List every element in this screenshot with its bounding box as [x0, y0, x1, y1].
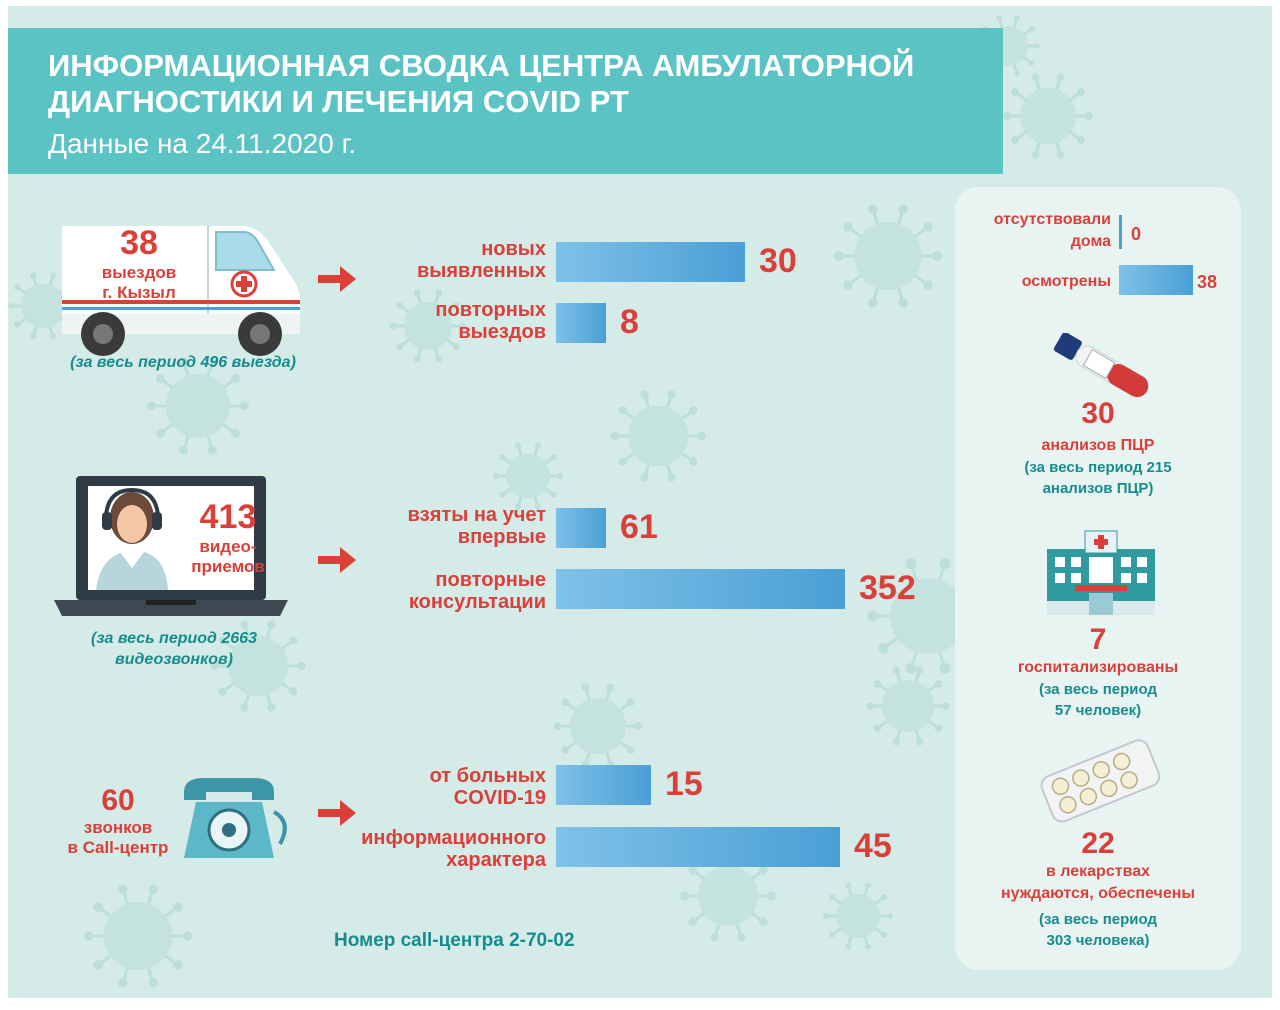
medicine-note-2: 303 человека)	[1046, 932, 1150, 949]
hospital-icon	[1047, 530, 1155, 615]
page-subtitle: Данные на 24.11.2020 г.	[48, 128, 357, 159]
label-line-1: от больных	[429, 765, 546, 787]
bar-value-registered-first: 61	[620, 508, 658, 546]
bar-informational	[556, 827, 840, 867]
call-bar-label-info: информационного характера	[338, 827, 546, 871]
virus-icon	[553, 683, 643, 769]
title-line-1: ИНФОРМАЦИОННАЯ СВОДКА ЦЕНТРА АМБУЛАТОРНО…	[48, 48, 915, 83]
virus-icon	[610, 390, 706, 482]
bar-repeat-visits	[556, 303, 606, 343]
hospitalized-note-2: 57 человек)	[1054, 702, 1142, 719]
ambulance-label-2: г. Кызыл	[102, 283, 176, 302]
ambulance-label-1: выездов	[101, 263, 177, 282]
label-line-1: информационного	[361, 827, 546, 849]
bar-absent	[1119, 215, 1122, 249]
ambulance-icon	[62, 226, 300, 356]
video-count: 413	[199, 498, 257, 536]
label-line-1: отсутствовали	[993, 211, 1111, 228]
hospital-block: 7 госпитализированы (за весь период 57 ч…	[955, 623, 1241, 721]
label-line-2: выездов	[458, 321, 546, 343]
bar-new-detected	[556, 242, 745, 282]
call-bar-label-covid: от больных COVID-19	[338, 765, 546, 809]
bar-value-repeat-consultations: 352	[859, 569, 916, 607]
call-summary: 60 звонков в Call-центр	[48, 784, 188, 858]
virus-icon	[833, 204, 943, 308]
hospitalized-label: госпитализированы	[1017, 659, 1179, 676]
pcr-note-1: (за весь период 215	[1024, 459, 1172, 476]
call-center-number: Номер call-центра 2-70-02	[334, 930, 575, 951]
bar-value-new-detected: 30	[759, 242, 797, 280]
video-bar-label-first: взяты на учет впервые	[338, 504, 547, 548]
label-line-2: впервые	[457, 526, 546, 548]
video-bar-label-repeat: повторные консультации	[338, 569, 546, 613]
medicine-count: 22	[1081, 827, 1115, 860]
ambulance-note: (за весь период 496 выезда)	[70, 354, 296, 371]
note-line-2: видеозвонков)	[115, 651, 233, 668]
call-label-2: в Call-центр	[67, 838, 169, 857]
label-line-1: повторные	[435, 569, 546, 591]
ambulance-bar-label-new: новых выявленных	[338, 238, 546, 282]
bar-value-from-covid-patients: 15	[665, 765, 703, 803]
ambulance-count: 38	[120, 224, 158, 262]
ambulance-summary: 38 выездов г. Кызыл	[64, 224, 214, 303]
page-title: ИНФОРМАЦИОННАЯ СВОДКА ЦЕНТРА АМБУЛАТОРНО…	[48, 48, 914, 120]
video-summary: 413 видео- приемов	[168, 498, 288, 577]
virus-icon	[493, 442, 563, 510]
arrow-right-icon	[318, 266, 356, 292]
virus-icon	[83, 884, 193, 988]
bar-registered-first	[556, 508, 606, 548]
pcr-note-2: анализов ПЦР)	[1042, 480, 1154, 497]
virus-icon	[866, 666, 950, 746]
medicine-note-1: (за весь период	[1039, 911, 1157, 928]
bar-value-repeat-visits: 8	[620, 303, 639, 341]
call-count: 60	[101, 784, 135, 817]
video-label-2: приемов	[191, 557, 265, 576]
label-line-1: новых	[481, 238, 546, 260]
absent-label: отсутствовали дома	[961, 209, 1111, 253]
header-banner: ИНФОРМАЦИОННАЯ СВОДКА ЦЕНТРА АМБУЛАТОРНО…	[8, 28, 1003, 174]
examined-label: осмотрены	[1021, 273, 1111, 290]
note-line-1: (за весь период 2663	[91, 630, 257, 647]
arrow-right-icon	[318, 547, 356, 573]
hospitalized-note-1: (за весь период	[1039, 681, 1157, 698]
label-line-2: характера	[446, 849, 546, 871]
pcr-count: 30	[1081, 397, 1115, 430]
pills-icon	[1040, 739, 1161, 823]
virus-icon	[1003, 73, 1093, 159]
title-line-2: ДИАГНОСТИКИ И ЛЕЧЕНИЯ COVID РТ	[48, 84, 629, 119]
arrow-right-icon	[318, 800, 356, 826]
label-line-1: взяты на учет	[407, 504, 547, 526]
bar-repeat-consultations	[556, 569, 845, 609]
call-label-1: звонков	[83, 818, 153, 837]
label-line-2: консультации	[408, 591, 546, 613]
label-line-1: повторных	[435, 299, 546, 321]
bar-value-informational: 45	[854, 827, 892, 865]
telephone-icon	[184, 778, 287, 858]
hospitalized-count: 7	[1089, 623, 1107, 656]
bar-examined	[1119, 265, 1193, 295]
pcr-block: 30 анализов ПЦР (за весь период 215 анал…	[955, 397, 1241, 499]
ambulance-bar-label-repeat: повторных выездов	[338, 299, 546, 343]
label-line-2: выявленных	[416, 260, 546, 282]
pcr-label: анализов ПЦР	[1041, 437, 1155, 454]
bar-from-covid-patients	[556, 765, 651, 805]
test-tube-icon	[1053, 333, 1149, 398]
infographic-page: ИНФОРМАЦИОННАЯ СВОДКА ЦЕНТРА АМБУЛАТОРНО…	[8, 6, 1272, 998]
examined-value: 38	[1197, 272, 1218, 292]
virus-icon	[823, 882, 893, 950]
video-label-1: видео-	[199, 537, 257, 556]
label-line-2: COVID-19	[453, 787, 546, 809]
label-line-2: дома	[1070, 233, 1111, 250]
video-note: (за весь период 2663 видеозвонков)	[44, 628, 304, 670]
side-panel: отсутствовали дома 0 осмотрены 38 30 ана…	[955, 187, 1241, 970]
medicine-block: 22 в лекарствах нуждаются, обеспечены (з…	[955, 827, 1241, 951]
medicine-label-1: в лекарствах	[1046, 863, 1150, 880]
absent-value: 0	[1131, 224, 1142, 244]
laptop-operator-icon	[54, 476, 288, 616]
medicine-label-2: нуждаются, обеспечены	[1000, 885, 1196, 902]
